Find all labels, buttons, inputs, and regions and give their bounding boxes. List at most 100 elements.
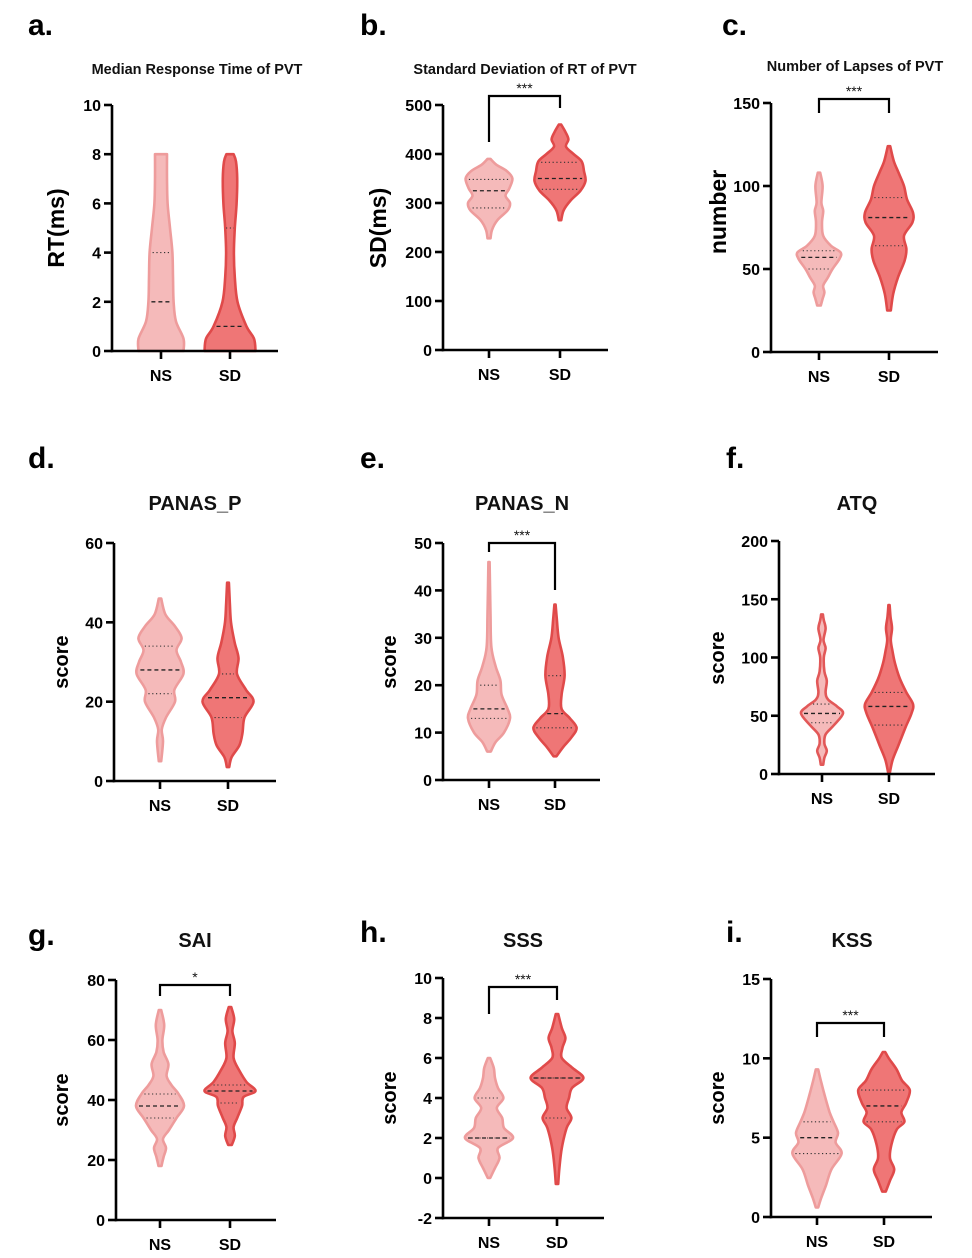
x-tick-label: SD [546,1235,568,1252]
y-tick-label: 50 [742,262,760,279]
panel-f: f. ATQ score 0 50 100 150 200 NS SD [707,442,935,808]
significance-label: *** [516,80,533,96]
y-tick-label: 20 [85,695,103,712]
significance-label: *** [514,527,531,543]
y-axis-label: SD(ms) [365,188,391,269]
y-tick-label: 60 [85,536,103,553]
y-tick-label: 100 [405,294,432,311]
y-tick-label: 6 [92,196,101,213]
y-tick-label: 5 [751,1131,760,1148]
violin-ns [466,560,512,753]
y-tick-label: 0 [759,767,768,784]
y-tick-label: 500 [405,98,432,115]
x-tick-label: NS [149,798,172,815]
significance-bracket [487,94,562,142]
violin-sd [529,1012,585,1186]
y-tick-label: 4 [423,1091,432,1108]
y-tick-label: 4 [92,246,101,263]
y-tick-label: 60 [87,1033,105,1050]
panel-letter: f. [726,442,744,475]
x-tick-label: NS [478,367,501,384]
significance-label: *** [846,83,863,99]
x-tick-label: NS [478,1235,501,1252]
y-axis-label: score [51,635,73,688]
y-tick-label: 100 [741,651,768,668]
x-tick-label: SD [549,367,571,384]
y-tick-label: 50 [750,709,768,726]
y-tick-label: 400 [405,147,432,164]
y-tick-label: 0 [423,773,432,790]
violin-sd [856,1050,912,1193]
y-tick-label: 300 [405,196,432,213]
violin-ns [135,597,185,763]
y-tick-label: 80 [87,973,105,990]
panel-letter: b. [360,9,387,42]
violin-ns [464,157,514,240]
panel-h: h. SSS score -2 0 2 4 6 8 10 NS SD *** [360,916,604,1252]
panel-b: b. Standard Deviation of RT of PVT SD(ms) 0… [360,9,637,384]
y-axis-label: score [51,1073,73,1126]
y-tick-label: 0 [423,343,432,360]
significance-label: *** [515,971,532,987]
chart-title: KSS [831,930,872,952]
y-tick-label: 8 [92,147,101,164]
y-tick-label: 40 [85,615,103,632]
significance-label: * [192,969,198,985]
panel-letter: a. [28,9,53,42]
violin-ns [795,171,843,307]
y-tick-label: 200 [741,534,768,551]
y-tick-label: 0 [94,774,103,791]
x-tick-label: NS [808,369,831,386]
x-tick-label: NS [806,1234,829,1251]
panel-a: a. Median Response Time of PVT RT(ms) 0 2 4 6 8… [28,9,303,385]
y-tick-label: 20 [87,1153,105,1170]
y-tick-label: 150 [741,592,768,609]
x-tick-label: SD [544,797,566,814]
x-tick-label: SD [217,798,239,815]
violin-ns [799,613,845,766]
y-tick-label: 150 [733,96,760,113]
panel-letter: i. [726,916,743,949]
y-tick-label: 10 [83,98,101,115]
y-tick-label: 10 [414,726,432,743]
violin-ns [463,1056,515,1180]
y-tick-label: 0 [92,344,101,361]
x-tick-label: SD [878,791,900,808]
panel-g: g. SAI score 0 20 40 60 80 NS SD * [28,919,276,1254]
y-axis-label: number [705,170,731,254]
significance-bracket [158,983,232,996]
x-tick-label: SD [878,369,900,386]
y-tick-label: 20 [414,678,432,695]
y-tick-label: 2 [423,1131,432,1148]
y-axis-label: score [707,1071,729,1124]
chart-title: SAI [178,930,211,952]
y-tick-label: 40 [87,1093,105,1110]
chart-title: PANAS_N [475,493,569,515]
y-tick-label: 10 [742,1051,760,1068]
significance-bracket [815,1021,886,1037]
y-tick-label: -2 [418,1211,432,1228]
violin-sd [533,123,587,222]
x-tick-label: SD [219,368,241,385]
y-tick-label: 10 [414,971,432,988]
y-tick-label: 100 [733,179,760,196]
y-tick-label: 0 [423,1171,432,1188]
y-tick-label: 2 [92,295,101,312]
violin-ns [134,1008,186,1168]
chart-title: Median Response Time of PVT [92,62,303,78]
x-tick-label: SD [219,1237,241,1254]
panel-c: c. Number of Lapses of PVT number 0 50 100 150… [705,9,943,386]
panel-letter: d. [28,442,55,475]
panel-letter: h. [360,916,387,949]
y-axis-label: score [379,635,401,688]
violin-sd [203,1005,257,1147]
y-tick-label: 50 [414,536,432,553]
violin-sd [203,152,257,353]
panel-letter: c. [722,9,747,42]
violin-sd [863,603,915,776]
y-tick-label: 0 [96,1213,105,1230]
chart-title: SSS [503,930,543,952]
chart-title: Number of Lapses of PVT [767,59,944,75]
significance-bracket [487,985,559,1014]
